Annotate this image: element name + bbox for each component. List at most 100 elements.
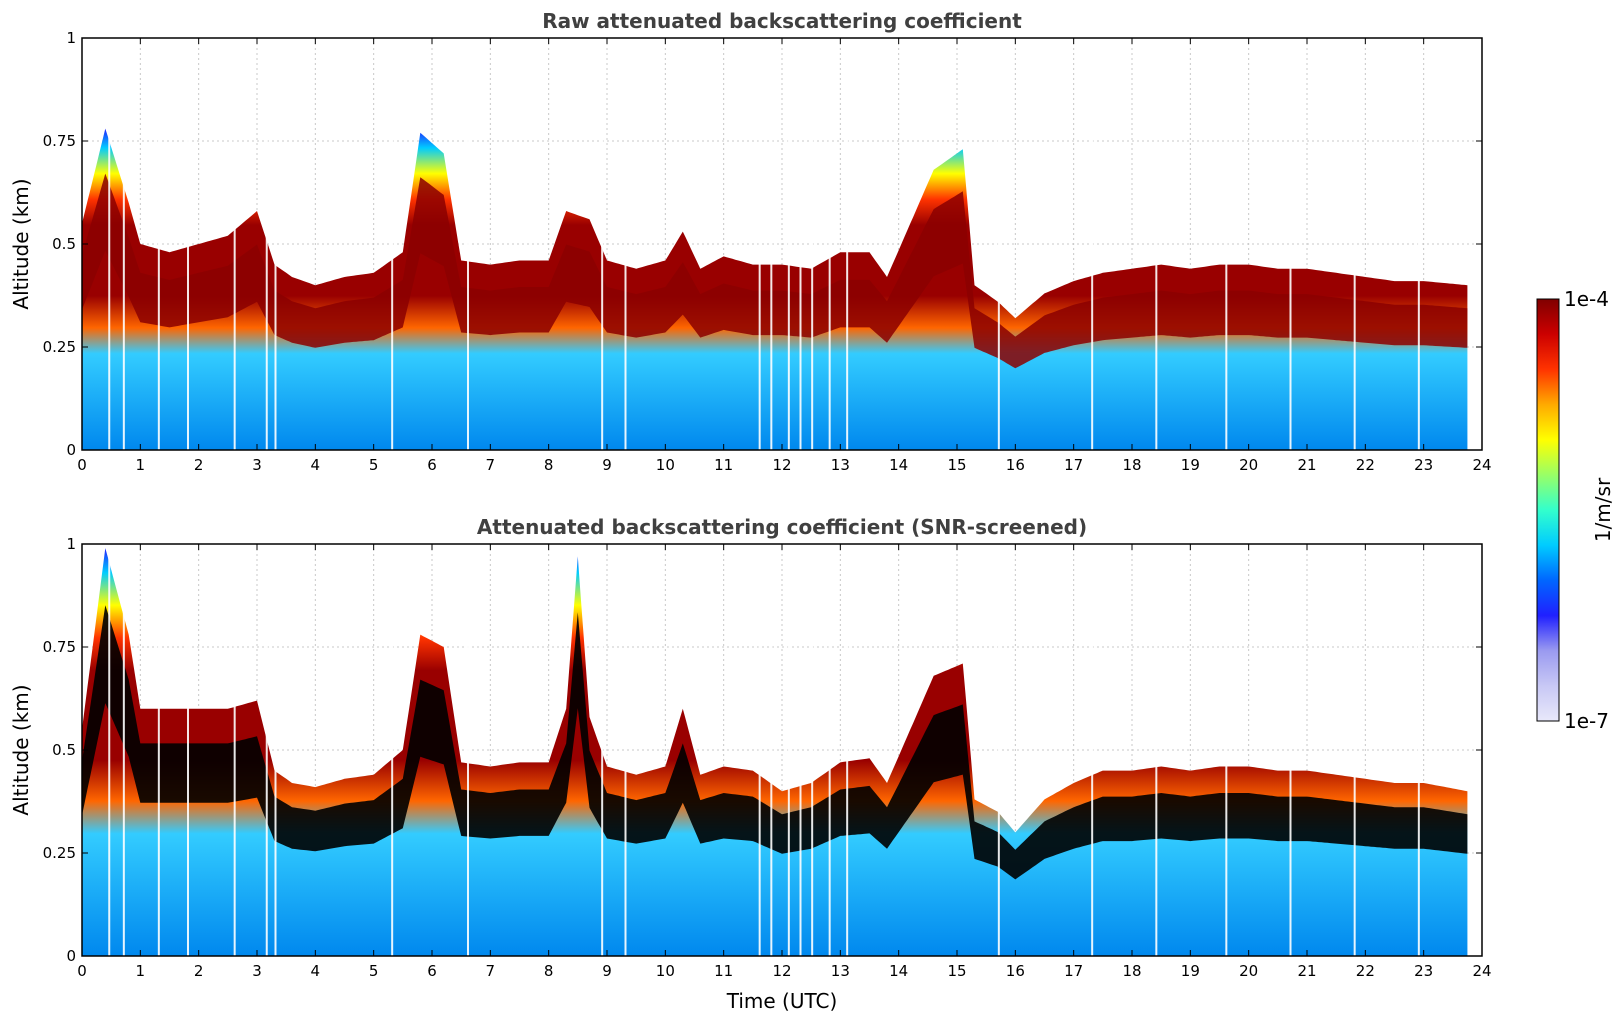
data-gap	[846, 544, 849, 956]
y-tick-label: 0	[66, 947, 76, 965]
panel-screened-x-ticks: 0 1 2 3 4 5 6 7 8 9 10 11 12 13 14 15 16 17 18 19 20 21 22 23 24	[77, 544, 1492, 980]
x-tick-label: 8	[544, 962, 554, 980]
data-gap	[828, 38, 831, 450]
x-tick-label: 4	[311, 962, 321, 980]
y-tick-label: 0.75	[43, 132, 76, 150]
panel-raw-heatmap	[82, 38, 1468, 450]
data-gap	[391, 544, 394, 956]
x-tick-label: 10	[656, 962, 675, 980]
colorbar: 1e-4 1e-7 1/m/sr	[1536, 287, 1615, 733]
data-gap	[274, 38, 277, 450]
y-tick-label: 0	[66, 441, 76, 459]
x-tick-label: 14	[889, 962, 908, 980]
x-tick-label: 22	[1356, 456, 1375, 474]
data-gap	[624, 544, 627, 956]
x-tick-label: 23	[1414, 962, 1433, 980]
x-tick-label: 6	[427, 962, 437, 980]
panel-raw-x-ticks: 0 1 2 3 4 5 6 7 8 9 10 11 12 13 14 15 16 17 18 19 20 21 22 23 24	[77, 38, 1492, 474]
panel-screened-y-ticks: 0 0.25 0.5 0.75 1	[43, 535, 1482, 965]
panel-raw-title: Raw attenuated backscattering coefficien…	[542, 9, 1022, 33]
data-gap	[758, 544, 761, 956]
y-tick-label: 0.5	[52, 235, 76, 253]
x-tick-label: 14	[889, 456, 908, 474]
x-tick-label: 6	[427, 456, 437, 474]
backscatter-layer-area	[82, 128, 1468, 450]
x-tick-label: 18	[1122, 456, 1141, 474]
x-tick-label: 12	[772, 962, 791, 980]
y-tick-label: 0.5	[52, 741, 76, 759]
data-gap	[467, 38, 469, 450]
x-tick-label: 19	[1181, 962, 1200, 980]
x-tick-label: 2	[194, 962, 204, 980]
data-gap	[770, 38, 773, 450]
x-tick-label: 8	[544, 456, 554, 474]
data-gap	[1091, 38, 1094, 450]
x-tick-label: 0	[77, 456, 87, 474]
x-tick-label: 20	[1239, 962, 1258, 980]
data-gap	[624, 38, 627, 450]
data-gap	[799, 38, 802, 450]
x-tick-label: 2	[194, 456, 204, 474]
data-gap	[233, 544, 236, 956]
data-gap	[122, 38, 125, 450]
data-gap	[799, 544, 802, 956]
data-gap	[758, 38, 761, 450]
x-tick-label: 7	[486, 962, 496, 980]
x-tick-label: 4	[311, 456, 321, 474]
x-tick-label: 22	[1356, 962, 1375, 980]
x-tick-label: 13	[831, 456, 850, 474]
data-gap	[787, 38, 790, 450]
x-tick-label: 11	[714, 456, 733, 474]
data-gap	[828, 544, 831, 956]
x-tick-label: 9	[602, 962, 612, 980]
panel-screened-title: Attenuated backscattering coefficient (S…	[477, 515, 1087, 539]
data-gap	[1353, 544, 1356, 956]
panel-screened: Attenuated backscattering coefficient (S…	[9, 515, 1492, 1013]
x-tick-label: 16	[1006, 456, 1025, 474]
x-tick-label: 10	[656, 456, 675, 474]
x-tick-label: 1	[136, 962, 146, 980]
x-axis-label: Time (UTC)	[726, 989, 838, 1013]
data-gap	[1353, 38, 1356, 450]
data-gap	[122, 544, 125, 956]
data-gap	[187, 544, 189, 956]
x-tick-label: 5	[369, 456, 379, 474]
panel-raw-y-label: Altitude (km)	[9, 178, 33, 309]
x-tick-label: 19	[1181, 456, 1200, 474]
colorbar-min-label: 1e-7	[1564, 709, 1609, 733]
x-tick-label: 23	[1414, 456, 1433, 474]
data-gap	[787, 544, 790, 956]
x-tick-label: 1	[136, 456, 146, 474]
data-gap	[997, 544, 1000, 956]
data-gap	[265, 544, 268, 956]
x-tick-label: 11	[714, 962, 733, 980]
data-gap	[1225, 38, 1228, 450]
x-tick-label: 12	[772, 456, 791, 474]
y-tick-label: 0.25	[43, 844, 76, 862]
panel-raw-y-ticks: 0 0.25 0.5 0.75 1	[43, 29, 1482, 459]
x-tick-label: 21	[1297, 456, 1316, 474]
saturated-core	[82, 605, 1468, 880]
data-gap	[274, 544, 277, 956]
x-tick-label: 21	[1297, 962, 1316, 980]
data-gap	[265, 38, 268, 450]
panel-raw-grid	[82, 38, 1482, 450]
data-gap	[1417, 544, 1420, 956]
x-tick-label: 3	[252, 456, 262, 474]
x-tick-label: 18	[1122, 962, 1141, 980]
colorbar-scale	[1536, 298, 1560, 722]
data-gap	[846, 38, 849, 450]
data-gap	[1155, 544, 1158, 956]
data-gap	[1091, 544, 1094, 956]
data-gap	[1225, 544, 1228, 956]
x-tick-label: 20	[1239, 456, 1258, 474]
x-tick-label: 15	[947, 456, 966, 474]
data-gap	[1155, 38, 1158, 450]
data-gap	[391, 38, 394, 450]
data-gap	[108, 544, 111, 956]
data-gap	[811, 544, 814, 956]
y-tick-label: 1	[66, 535, 76, 553]
data-gap	[770, 544, 773, 956]
y-tick-label: 1	[66, 29, 76, 47]
